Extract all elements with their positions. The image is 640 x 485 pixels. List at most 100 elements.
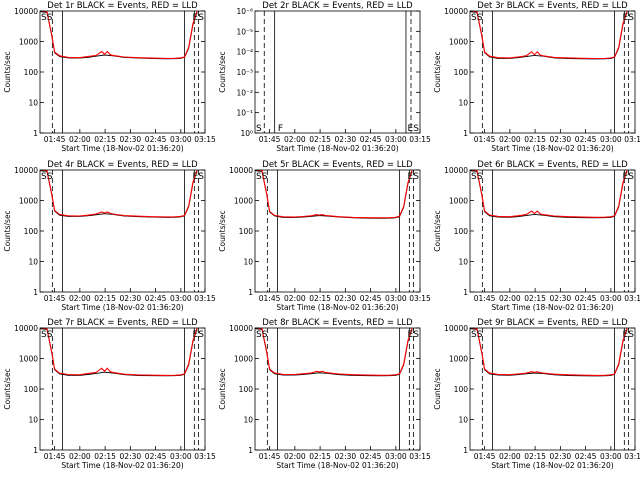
saa-marker-es: ES — [193, 330, 205, 340]
x-tick-label: 01:45 — [44, 135, 66, 144]
saa-marker-ss: SS — [471, 13, 483, 23]
x-tick-label: 02:30 — [335, 452, 357, 461]
x-tick-label: 03:00 — [170, 294, 192, 303]
y-tick-label: 10 — [28, 258, 38, 267]
x-tick-label: 02:00 — [284, 452, 306, 461]
saa-marker-es: ES — [408, 124, 420, 134]
x-tick-label: 02:15 — [524, 452, 546, 461]
x-tick-label: 02:45 — [575, 294, 597, 303]
x-tick-label: 01:45 — [44, 452, 66, 461]
x-tick-label: 03:00 — [385, 135, 407, 144]
y-tick-label: 100 — [454, 68, 469, 77]
series-line-lld — [40, 11, 198, 59]
series-line-lld — [470, 11, 628, 60]
y-tick-label: 10000 — [444, 324, 468, 333]
y-tick-label: 100 — [24, 385, 39, 394]
y-tick-label: 1000 — [19, 38, 38, 47]
x-axis-label: Start Time (18-Nov-02 01:36:20) — [491, 144, 613, 153]
series-line-lld — [40, 170, 198, 218]
x-tick-label: 02:15 — [524, 294, 546, 303]
detector-panel-9: Det 9r BLACK = Events, RED = LLD SS ES 1 10 1… — [433, 318, 640, 470]
y-tick-label: 10000 — [444, 7, 468, 16]
detector-panel-6: Det 6r BLACK = Events, RED = LLD SS ES 1 10 1… — [433, 160, 640, 312]
y-tick-label: 1 — [463, 129, 468, 138]
panel-title: Det 9r BLACK = Events, RED = LLD — [477, 318, 628, 328]
x-tick-label: 02:00 — [284, 294, 306, 303]
saa-marker-ss: SS — [41, 13, 53, 23]
plot-frame — [39, 327, 206, 451]
x-tick-label: 02:00 — [69, 135, 91, 144]
series-line-events — [470, 328, 628, 377]
y-tick-label: 100 — [24, 227, 39, 236]
x-tick-label: 03:15 — [624, 294, 640, 303]
x-tick-label: 02:15 — [94, 135, 116, 144]
y-tick-label: 1000 — [234, 355, 253, 364]
panel-title: Det 7r BLACK = Events, RED = LLD — [47, 318, 198, 328]
x-tick-label: 02:45 — [575, 135, 597, 144]
x-tick-label: 02:45 — [575, 452, 597, 461]
x-tick-label: 02:45 — [145, 452, 167, 461]
x-tick-label: 02:30 — [550, 135, 572, 144]
panel-title: Det 2r BLACK = Events, RED = LLD — [262, 1, 413, 11]
x-tick-label: 02:30 — [120, 135, 142, 144]
x-tick-label: 02:30 — [550, 294, 572, 303]
plot-frame — [39, 10, 206, 134]
x-tick-label: 02:00 — [69, 294, 91, 303]
x-tick-label: 01:45 — [474, 135, 496, 144]
y-tick-label: 1000 — [449, 38, 468, 47]
y-tick-label: 10 — [28, 99, 38, 108]
series-line-lld — [40, 328, 198, 376]
x-tick-label: 02:00 — [499, 135, 521, 144]
y-tick-label: 10000 — [444, 166, 468, 175]
plot-frame — [469, 327, 636, 451]
x-tick-label: 02:00 — [499, 452, 521, 461]
series-line-events — [255, 328, 413, 377]
y-tick-label: 100 — [454, 227, 469, 236]
x-tick-label: 01:45 — [474, 452, 496, 461]
y-tick-label: 10⁻³ — [236, 68, 253, 77]
y-tick-label: 100 — [24, 68, 39, 77]
series-line-events — [470, 170, 628, 219]
y-tick-label: 10 — [458, 416, 468, 425]
y-tick-label: 1000 — [19, 197, 38, 206]
plot-frame — [254, 327, 421, 451]
x-tick-label: 01:45 — [44, 294, 66, 303]
x-axis-label: Start Time (18-Nov-02 01:36:20) — [276, 461, 398, 470]
y-axis-label: Counts/sec — [218, 51, 227, 92]
y-tick-label: 1000 — [234, 197, 253, 206]
detector-panel-1: Det 1r BLACK = Events, RED = LLD SS ES 1 10 1… — [3, 1, 216, 153]
y-axis-label: Counts/sec — [3, 51, 12, 92]
x-tick-label: 03:00 — [600, 294, 622, 303]
y-axis-label: Counts/sec — [3, 368, 12, 409]
y-tick-label: 10⁻⁴ — [236, 48, 253, 57]
detector-panel-5: Det 5r BLACK = Events, RED = LLD SS ES 1 10 1… — [218, 160, 431, 312]
y-tick-label: 1000 — [19, 355, 38, 364]
detector-panel-7: Det 7r BLACK = Events, RED = LLD SS ES 1 10 1… — [3, 318, 216, 470]
y-tick-label: 10⁻² — [236, 88, 253, 97]
x-tick-label: 01:45 — [259, 135, 281, 144]
detector-panel-3: Det 3r BLACK = Events, RED = LLD SS ES 1 10 1… — [433, 1, 640, 153]
y-tick-label: 10000 — [14, 324, 38, 333]
x-tick-label: 02:00 — [69, 452, 91, 461]
y-tick-label: 10 — [28, 416, 38, 425]
y-tick-label: 100 — [239, 227, 254, 236]
y-tick-label: 100 — [454, 385, 469, 394]
y-tick-label: 10000 — [14, 166, 38, 175]
plot-frame — [39, 169, 206, 293]
series-line-events — [255, 170, 413, 219]
x-tick-label: 02:15 — [309, 135, 331, 144]
saa-marker-ss: SS — [41, 172, 53, 182]
saa-marker-ss: SS — [256, 330, 268, 340]
x-axis-label: Start Time (18-Nov-02 01:36:20) — [61, 461, 183, 470]
x-axis-label: Start Time (18-Nov-02 01:36:20) — [276, 144, 398, 153]
saa-marker-ss: SS — [471, 172, 483, 182]
y-axis-label: Counts/sec — [3, 210, 12, 251]
x-tick-label: 02:30 — [335, 294, 357, 303]
y-tick-label: 10 — [243, 416, 253, 425]
saa-marker-es: ES — [623, 13, 635, 23]
x-tick-label: 02:00 — [499, 294, 521, 303]
series-line-lld — [470, 170, 628, 218]
x-tick-label: 02:00 — [284, 135, 306, 144]
series-line-events — [470, 11, 628, 60]
x-tick-label: 03:15 — [194, 452, 216, 461]
